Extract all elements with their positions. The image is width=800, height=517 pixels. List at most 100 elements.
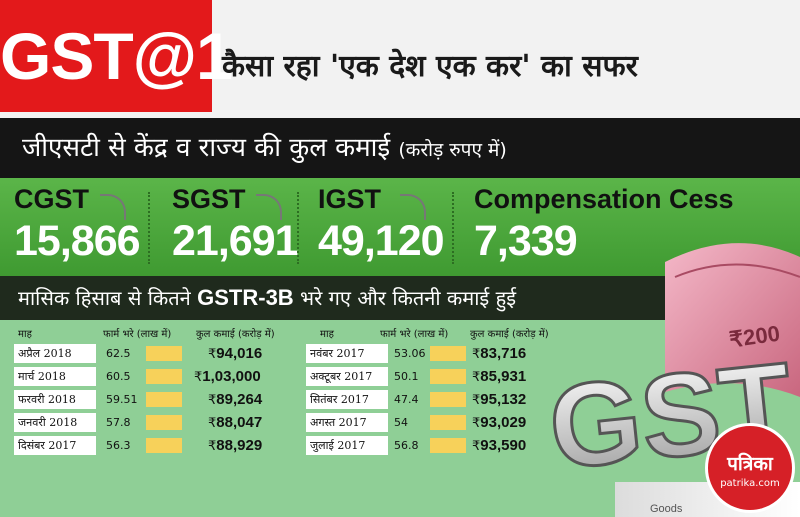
amount-cell: ₹94,016 [208,344,262,363]
curl-arrow-icon [256,194,282,220]
amount-value: 93,590 [480,437,527,454]
amount-cell: ₹83,716 [472,344,526,363]
monthly-title-form: GSTR-3B [197,285,294,310]
headline: कैसा रहा 'एक देश एक कर' का सफर [222,49,638,84]
forms-bar [146,415,182,430]
forms-bar [146,392,182,407]
forms-bar [430,392,466,407]
table-row: जनवरी 2018 57.8 ₹88,047 [14,413,304,432]
stat-compensation-cess: Compensation Cess 7,339 [474,184,734,266]
forms-cell: 56.8 [394,439,419,452]
forms-cell: 57.8 [106,416,131,429]
rupee-symbol: ₹ [208,392,217,407]
revenue-title-band: जीएसटी से केंद्र व राज्य की कुल कमाई (कर… [0,118,800,178]
month-cell: फरवरी 2018 [14,390,96,409]
stat-label: CGST [14,184,90,214]
rupee-symbol: ₹ [472,346,481,361]
forms-cell: 50.1 [394,370,419,383]
rupee-symbol: ₹ [208,415,217,430]
amount-cell: ₹95,132 [472,390,526,409]
amount-value: 89,264 [216,391,263,408]
amount-value: 83,716 [480,345,527,362]
rupee-symbol: ₹ [472,392,481,407]
divider [297,192,299,264]
month-cell: जुलाई 2017 [306,436,388,455]
monthly-table: माह फार्म भरे (लाख में) कुल कमाई (करोड़ … [0,320,800,517]
forms-bar [146,346,182,361]
month-cell: दिसंबर 2017 [14,436,96,455]
month-cell: अप्रैल 2018 [14,344,96,363]
forms-bar [146,438,182,453]
gst-anniversary-badge: GST@1 [0,0,233,112]
month-cell: जनवरी 2018 [14,413,96,432]
table-row: अक्टूबर 2017 50.1 ₹85,931 [306,367,546,386]
forms-cell: 59.51 [106,393,138,406]
rupee-symbol: ₹ [472,438,481,453]
divider [148,192,150,264]
month-cell: मार्च 2018 [14,367,96,386]
forms-bar [146,369,182,384]
logo-site: patrika.com [720,478,780,489]
stat-value: 15,866 [14,217,141,265]
revenue-title-text: जीएसटी से केंद्र व राज्य की कुल कमाई [22,133,391,163]
table-row: दिसंबर 2017 56.3 ₹88,929 [14,436,304,455]
rupee-symbol: ₹ [208,438,217,453]
table-row: सितंबर 2017 47.4 ₹95,132 [306,390,546,409]
amount-cell: ₹85,931 [472,367,526,386]
forms-cell: 53.06 [394,347,426,360]
table-row: जुलाई 2017 56.8 ₹93,590 [306,436,546,455]
amount-value: 85,931 [480,368,527,385]
month-cell: नवंबर 2017 [306,344,388,363]
month-cell: सितंबर 2017 [306,390,388,409]
amount-value: 94,016 [216,345,263,362]
stat-value: 49,120 [318,217,445,265]
amount-value: 1,03,000 [202,368,261,385]
patrika-logo: पत्रिका patrika.com [705,423,795,513]
forms-bar [430,415,466,430]
month-cell: अगस्त 2017 [306,413,388,432]
rupee-symbol: ₹ [208,346,217,361]
monthly-title-pre: मासिक हिसाब से कितने [18,286,191,310]
stat-label: Compensation Cess [474,184,734,214]
forms-bar [430,346,466,361]
amount-cell: ₹93,590 [472,436,526,455]
month-cell: अक्टूबर 2017 [306,367,388,386]
monthly-title: मासिक हिसाब से कितने GSTR-3B भरे गए और क… [18,284,516,311]
logo-name: पत्रिका [727,453,773,475]
column-header-earning: कुल कमाई (करोड़ में) [470,329,549,340]
forms-cell: 54 [394,416,408,429]
revenue-stats-band: CGST 15,866 SGST 21,691 IGST 49,120 Comp… [0,178,800,276]
revenue-unit: (करोड़ रुपए में) [398,139,507,161]
table-row: फरवरी 2018 59.51 ₹89,264 [14,390,304,409]
stat-sgst: SGST 21,691 [172,184,299,266]
rupee-symbol: ₹ [472,415,481,430]
forms-bar [430,369,466,384]
stat-cgst: CGST 15,866 [14,184,141,266]
column-header-month: माह [18,329,32,340]
column-header-month: माह [320,329,334,340]
amount-value: 95,132 [480,391,527,408]
amount-cell: ₹88,929 [208,436,262,455]
monthly-title-post: भरे गए और कितनी कमाई हुई [300,286,517,310]
stat-value: 21,691 [172,217,299,265]
table-row: नवंबर 2017 53.06 ₹83,716 [306,344,546,363]
column-header-forms: फार्म भरे (लाख में) [103,329,172,340]
forms-cell: 56.3 [106,439,131,452]
stat-value: 7,339 [474,217,578,265]
forms-cell: 60.5 [106,370,131,383]
forms-cell: 62.5 [106,347,131,360]
forms-cell: 47.4 [394,393,419,406]
forms-bar [430,438,466,453]
amount-cell: ₹88,047 [208,413,262,432]
amount-value: 93,029 [480,414,527,431]
rupee-symbol: ₹ [194,369,203,384]
amount-value: 88,047 [216,414,263,431]
header: GST@1 कैसा रहा 'एक देश एक कर' का सफर [0,0,800,118]
stat-igst: IGST 49,120 [318,184,445,266]
amount-cell: ₹1,03,000 [194,367,261,386]
table-row: अप्रैल 2018 62.5 ₹94,016 [14,344,304,363]
amount-cell: ₹89,264 [208,390,262,409]
amount-value: 88,929 [216,437,263,454]
table-row: मार्च 2018 60.5 ₹1,03,000 [14,367,304,386]
stat-label: SGST [172,184,246,214]
